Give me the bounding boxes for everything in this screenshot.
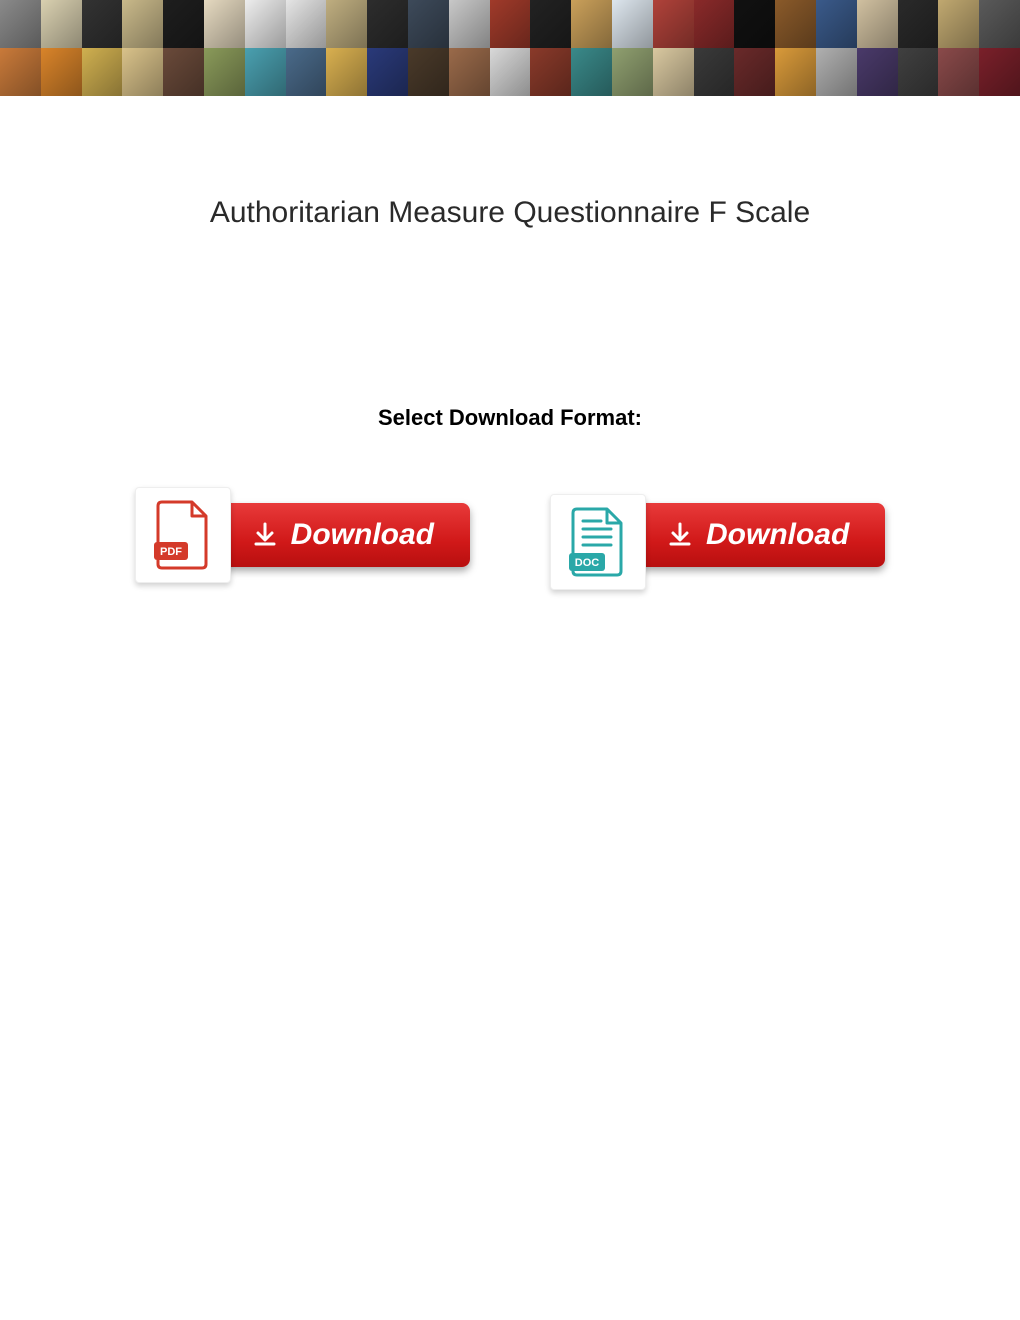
pdf-icon: PDF (152, 498, 214, 572)
banner-thumb (326, 0, 367, 48)
banner-thumb (0, 48, 41, 96)
banner-thumb (734, 48, 775, 96)
banner-row (0, 48, 1020, 96)
banner-thumb (82, 0, 123, 48)
banner-thumb (653, 48, 694, 96)
banner-thumb (408, 48, 449, 96)
banner-thumb (408, 0, 449, 48)
banner-thumb (204, 48, 245, 96)
download-arrow-icon (668, 522, 692, 548)
doc-badge-text: DOC (575, 557, 600, 569)
download-pdf-unit: PDF Download (135, 480, 470, 590)
banner-thumb (816, 0, 857, 48)
banner-thumb (571, 48, 612, 96)
pdf-badge-text: PDF (160, 546, 182, 558)
banner-thumb (979, 48, 1020, 96)
banner-row (0, 0, 1020, 48)
banner-thumb (530, 48, 571, 96)
banner-thumb (938, 48, 979, 96)
banner-thumb (653, 0, 694, 48)
banner-thumb (694, 48, 735, 96)
banner-collage (0, 0, 1020, 96)
banner-thumb (857, 0, 898, 48)
banner-thumb (490, 0, 531, 48)
banner-thumb (979, 0, 1020, 48)
banner-thumb (367, 48, 408, 96)
banner-thumb (734, 0, 775, 48)
banner-thumb (571, 0, 612, 48)
pdf-file-icon: PDF (135, 487, 231, 583)
banner-thumb (530, 0, 571, 48)
banner-thumb (245, 48, 286, 96)
download-doc-button[interactable]: Download (638, 503, 885, 567)
banner-thumb (122, 0, 163, 48)
banner-thumb (694, 0, 735, 48)
banner-thumb (898, 0, 939, 48)
banner-thumb (775, 0, 816, 48)
banner-thumb (612, 0, 653, 48)
download-pdf-button[interactable]: Download (223, 503, 470, 567)
banner-thumb (286, 0, 327, 48)
banner-thumb (490, 48, 531, 96)
page-title: Authoritarian Measure Questionnaire F Sc… (0, 196, 1020, 230)
banner-thumb (367, 0, 408, 48)
banner-thumb (163, 48, 204, 96)
banner-thumb (775, 48, 816, 96)
banner-thumb (449, 0, 490, 48)
banner-thumb (163, 0, 204, 48)
banner-thumb (41, 0, 82, 48)
banner-thumb (326, 48, 367, 96)
banner-thumb (245, 0, 286, 48)
download-buttons-row: PDF Download DOC (0, 480, 1020, 590)
doc-file-icon: DOC (550, 494, 646, 590)
banner-thumb (286, 48, 327, 96)
banner-thumb (41, 48, 82, 96)
banner-thumb (938, 0, 979, 48)
banner-thumb (122, 48, 163, 96)
banner-thumb (857, 48, 898, 96)
download-doc-unit: DOC Download (550, 480, 885, 590)
select-format-label: Select Download Format: (0, 405, 1020, 431)
doc-icon: DOC (567, 505, 629, 579)
download-pdf-label: Download (291, 518, 434, 552)
download-doc-label: Download (706, 518, 849, 552)
banner-thumb (0, 0, 41, 48)
banner-thumb (898, 48, 939, 96)
banner-thumb (816, 48, 857, 96)
banner-thumb (449, 48, 490, 96)
download-arrow-icon (253, 522, 277, 548)
banner-thumb (612, 48, 653, 96)
banner-thumb (204, 0, 245, 48)
banner-thumb (82, 48, 123, 96)
